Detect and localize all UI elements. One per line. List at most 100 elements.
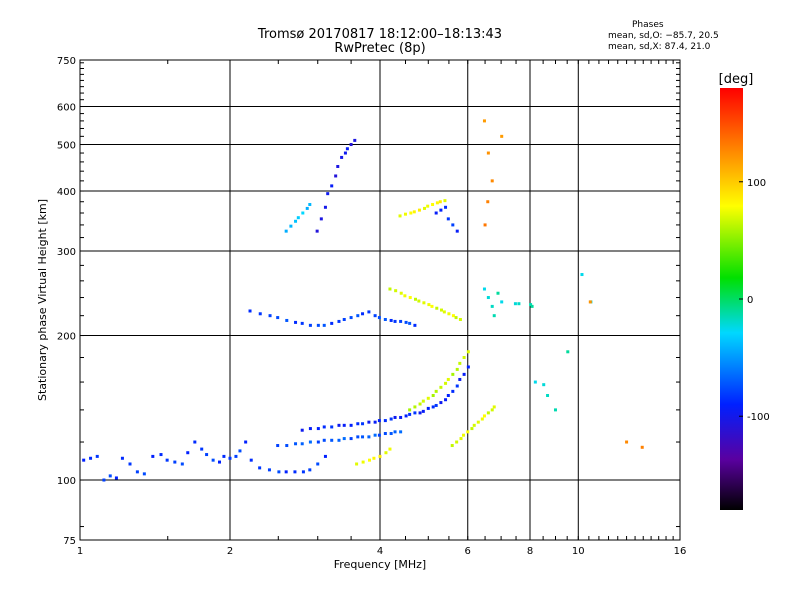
echo-point <box>430 304 434 308</box>
echo-point <box>513 302 517 306</box>
echo-point <box>95 454 99 458</box>
echo-point <box>383 432 387 436</box>
phase-stats-x: mean, sd,X: 87.4, 21.0 <box>608 42 711 52</box>
echo-point <box>459 437 463 441</box>
echo-point <box>533 380 537 384</box>
echo-point <box>200 447 204 451</box>
echo-point <box>455 367 459 371</box>
echo-point <box>458 377 462 381</box>
echo-point <box>322 323 326 327</box>
y-tick-label: 75 <box>63 536 76 547</box>
echo-point <box>444 381 448 385</box>
echo-point <box>108 474 112 478</box>
echo-point <box>238 449 242 453</box>
chart-title: Tromsø 20170817 18:12:00–18:13:43 <box>257 27 503 42</box>
echo-point <box>301 470 305 474</box>
echo-point <box>413 405 417 409</box>
x-tick-label: 1 <box>77 546 83 557</box>
y-tick-label: 600 <box>57 103 76 114</box>
echo-point <box>455 384 459 388</box>
echo-point <box>268 314 272 318</box>
echo-point <box>377 316 381 320</box>
echo-point <box>455 229 459 233</box>
echo-point <box>409 211 413 215</box>
echo-point <box>342 437 346 441</box>
echo-point <box>308 202 312 206</box>
echo-point <box>294 219 298 223</box>
echo-point <box>398 214 402 218</box>
y-axis-label: Stationary phase Virtual Height [km] <box>36 199 49 401</box>
echo-point <box>361 460 365 464</box>
echo-point <box>217 460 221 464</box>
echo-point <box>186 451 190 455</box>
echo-point <box>342 423 346 427</box>
echo-point <box>444 205 448 209</box>
echo-point <box>308 468 312 472</box>
echo-point <box>322 425 326 429</box>
echo-point <box>421 409 425 413</box>
echo-point <box>466 350 470 354</box>
echo-point <box>434 211 438 215</box>
echo-point <box>308 323 312 327</box>
echo-point <box>389 417 393 421</box>
echo-point <box>258 312 262 316</box>
echo-point <box>404 414 408 418</box>
echo-point <box>492 314 496 318</box>
echo-point <box>417 208 421 212</box>
echo-point <box>470 427 474 431</box>
echo-point <box>301 211 305 215</box>
echo-point <box>393 430 397 434</box>
echo-point <box>546 394 550 398</box>
echo-point <box>426 406 430 410</box>
echo-point <box>89 456 93 460</box>
echo-point <box>289 224 293 228</box>
echo-point <box>345 147 349 151</box>
echo-point <box>135 470 139 474</box>
echo-point <box>438 200 442 204</box>
echo-point <box>211 458 215 462</box>
echo-point <box>439 385 443 389</box>
echo-point <box>349 423 353 427</box>
echo-point <box>258 466 262 470</box>
echo-point <box>361 435 365 439</box>
echo-point <box>300 321 304 325</box>
echo-point <box>530 304 534 308</box>
grid-lines <box>80 60 680 540</box>
echo-point <box>486 296 490 300</box>
echo-point <box>388 287 392 291</box>
echo-point <box>418 402 422 406</box>
echo-point <box>337 438 341 442</box>
phase-stats-title: Phases <box>632 20 664 30</box>
echo-point <box>367 435 371 439</box>
echo-point <box>462 355 466 359</box>
echo-point <box>426 204 430 208</box>
echo-point <box>482 119 486 123</box>
echo-point <box>276 316 280 320</box>
echo-point <box>222 454 226 458</box>
echo-point <box>458 361 462 365</box>
echo-point <box>450 444 454 448</box>
echo-point <box>284 470 288 474</box>
echo-point <box>399 319 403 323</box>
echo-point <box>517 302 521 306</box>
echo-point <box>361 422 365 426</box>
echo-point <box>120 456 124 460</box>
echo-point <box>466 430 470 434</box>
echo-point <box>336 164 340 168</box>
echo-point <box>434 403 438 407</box>
echo-point <box>276 444 280 448</box>
echo-point <box>356 422 360 426</box>
echo-point <box>413 297 417 301</box>
echo-point <box>403 294 407 298</box>
echo-point <box>389 318 393 322</box>
echo-point <box>173 460 177 464</box>
echo-point <box>482 414 486 418</box>
echo-point <box>373 433 377 437</box>
echo-point <box>443 199 447 203</box>
colorbar-tick-label: -100 <box>747 412 770 423</box>
echo-point <box>426 396 430 400</box>
echo-point <box>285 444 289 448</box>
echo-point <box>285 318 289 322</box>
echo-point <box>389 432 393 436</box>
